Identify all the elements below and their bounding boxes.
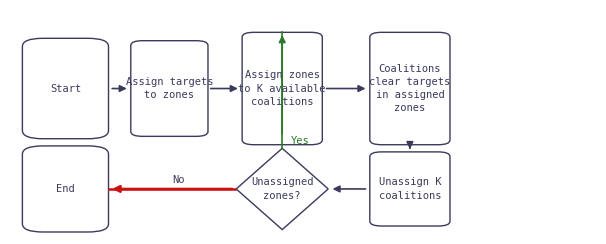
Text: End: End bbox=[56, 184, 75, 194]
Polygon shape bbox=[236, 148, 328, 230]
Text: Unassign K
coalitions: Unassign K coalitions bbox=[379, 177, 441, 201]
FancyBboxPatch shape bbox=[370, 32, 450, 145]
Text: Assign targets
to zones: Assign targets to zones bbox=[125, 77, 213, 100]
Text: Start: Start bbox=[50, 83, 81, 93]
FancyBboxPatch shape bbox=[131, 41, 208, 136]
Text: Coalitions
clear targets
in assigned
zones: Coalitions clear targets in assigned zon… bbox=[369, 64, 450, 113]
FancyBboxPatch shape bbox=[242, 32, 322, 145]
FancyBboxPatch shape bbox=[370, 152, 450, 226]
Text: Unassigned
zones?: Unassigned zones? bbox=[251, 177, 313, 201]
Text: Yes: Yes bbox=[291, 136, 310, 146]
FancyBboxPatch shape bbox=[22, 146, 108, 232]
FancyBboxPatch shape bbox=[22, 38, 108, 139]
Text: No: No bbox=[172, 175, 185, 185]
Text: Assign zones
to K available
coalitions: Assign zones to K available coalitions bbox=[239, 70, 326, 107]
